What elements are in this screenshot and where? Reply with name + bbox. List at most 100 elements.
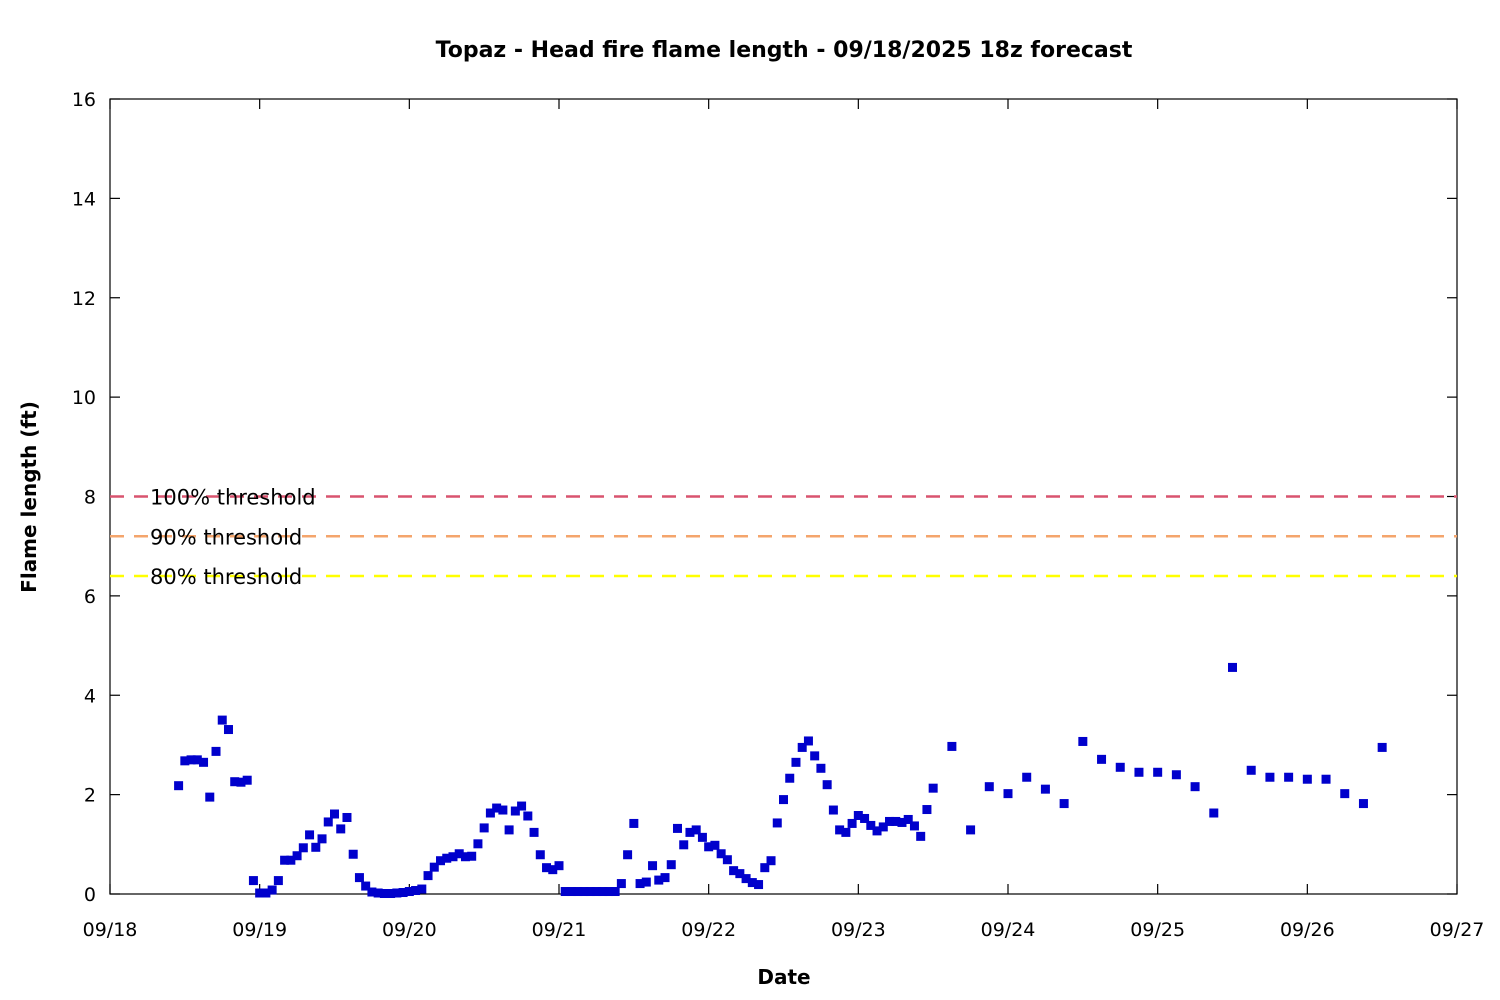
data-point bbox=[835, 825, 845, 835]
x-tick-label: 09/27 bbox=[1430, 919, 1485, 941]
data-point bbox=[1134, 767, 1144, 777]
data-point bbox=[791, 757, 801, 767]
threshold-label: 80% threshold bbox=[150, 565, 302, 589]
data-point bbox=[816, 763, 826, 773]
data-point bbox=[984, 782, 994, 792]
data-point bbox=[423, 871, 433, 881]
threshold-label: 90% threshold bbox=[150, 525, 302, 549]
threshold-label: 100% threshold bbox=[150, 486, 316, 510]
data-point bbox=[479, 823, 489, 833]
data-point bbox=[311, 842, 321, 852]
x-tick-label: 09/25 bbox=[1130, 919, 1185, 941]
data-point bbox=[442, 853, 452, 863]
x-tick-label: 09/21 bbox=[532, 919, 587, 941]
x-tick-label: 09/19 bbox=[232, 919, 287, 941]
data-point bbox=[504, 825, 514, 835]
data-point bbox=[947, 741, 957, 751]
data-point bbox=[261, 888, 271, 898]
data-point bbox=[1284, 772, 1294, 782]
data-point bbox=[473, 839, 483, 849]
data-point bbox=[280, 855, 290, 865]
data-point bbox=[573, 887, 583, 897]
data-point bbox=[735, 869, 745, 879]
data-point bbox=[523, 811, 533, 821]
data-point bbox=[660, 873, 670, 883]
y-axis: 0 2 4 6 8 10 12 14 16 bbox=[72, 89, 1457, 906]
data-point bbox=[554, 861, 564, 871]
data-point bbox=[629, 818, 639, 828]
x-tick-label: 09/24 bbox=[981, 919, 1036, 941]
data-point bbox=[292, 851, 302, 861]
x-tick-label: 09/20 bbox=[382, 919, 437, 941]
data-point bbox=[591, 887, 601, 897]
data-point bbox=[267, 885, 277, 895]
y-axis-label: Flame length (ft) bbox=[17, 401, 41, 593]
data-point bbox=[1022, 772, 1032, 782]
data-point bbox=[897, 817, 907, 827]
data-point bbox=[448, 852, 458, 862]
data-point bbox=[485, 808, 495, 818]
y-tick-label: 10 bbox=[72, 387, 96, 409]
data-point bbox=[1171, 770, 1181, 780]
data-point bbox=[841, 827, 851, 837]
data-point bbox=[866, 820, 876, 830]
x-tick-label: 09/18 bbox=[83, 919, 138, 941]
y-tick-label: 14 bbox=[72, 188, 96, 210]
data-point bbox=[411, 886, 421, 896]
data-point bbox=[248, 876, 258, 886]
data-point bbox=[966, 825, 976, 835]
data-point bbox=[560, 887, 570, 897]
data-point bbox=[747, 878, 757, 888]
data-point bbox=[236, 777, 246, 787]
data-point bbox=[716, 849, 726, 859]
data-point bbox=[679, 840, 689, 850]
data-point bbox=[392, 888, 402, 898]
data-point bbox=[542, 863, 552, 873]
data-point bbox=[760, 863, 770, 873]
data-point bbox=[1340, 789, 1350, 799]
data-point bbox=[1059, 799, 1069, 809]
data-point bbox=[909, 821, 919, 831]
chart-title: Topaz - Head fire flame length - 09/18/2… bbox=[436, 38, 1133, 63]
data-point bbox=[317, 834, 327, 844]
data-point bbox=[741, 874, 751, 884]
data-point bbox=[1358, 799, 1368, 809]
data-point bbox=[373, 888, 383, 898]
x-tick-label: 09/26 bbox=[1280, 919, 1335, 941]
data-point bbox=[336, 824, 346, 834]
data-point bbox=[298, 843, 308, 853]
data-point bbox=[585, 887, 595, 897]
data-point bbox=[704, 842, 714, 852]
data-point bbox=[1209, 808, 1219, 818]
data-point bbox=[460, 852, 470, 862]
data-point bbox=[672, 823, 682, 833]
data-point bbox=[754, 880, 764, 890]
x-axis-label: Date bbox=[757, 965, 810, 989]
y-tick-label: 12 bbox=[72, 288, 96, 310]
data-point bbox=[648, 861, 658, 871]
data-point bbox=[180, 756, 190, 766]
data-point bbox=[579, 887, 589, 897]
y-tick-label: 16 bbox=[72, 89, 96, 111]
y-tick-label: 0 bbox=[84, 884, 96, 906]
data-point bbox=[797, 742, 807, 752]
data-point bbox=[174, 781, 184, 791]
data-point bbox=[342, 812, 352, 822]
data-point bbox=[697, 832, 707, 842]
data-point bbox=[305, 830, 315, 840]
data-point bbox=[566, 887, 576, 897]
data-point bbox=[623, 850, 633, 860]
data-point bbox=[348, 849, 358, 859]
data-point bbox=[535, 850, 545, 860]
data-point bbox=[454, 849, 464, 859]
data-point bbox=[548, 865, 558, 875]
x-tick-label: 09/22 bbox=[681, 919, 736, 941]
data-point bbox=[354, 873, 364, 883]
data-point bbox=[604, 887, 614, 897]
data-point bbox=[847, 818, 857, 828]
data-point bbox=[916, 831, 926, 841]
data-point bbox=[785, 773, 795, 783]
data-point bbox=[517, 801, 527, 811]
data-point bbox=[922, 805, 932, 815]
